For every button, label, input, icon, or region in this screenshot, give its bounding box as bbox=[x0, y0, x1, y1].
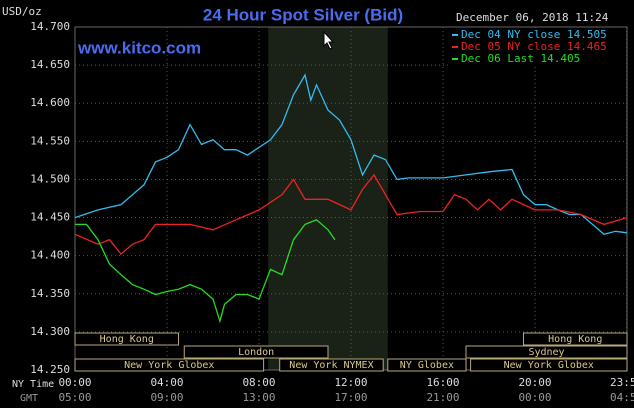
y-tick-label: 14.300 bbox=[30, 325, 70, 338]
session-label: London bbox=[238, 347, 274, 358]
session-label: Hong Kong bbox=[548, 334, 602, 345]
x-tick-label: 12:00 bbox=[334, 376, 367, 389]
price-line bbox=[74, 173, 628, 256]
session-highlight bbox=[268, 27, 388, 370]
y-tick-label: 14.650 bbox=[30, 58, 70, 71]
x-tick-label: 20:00 bbox=[518, 376, 551, 389]
y-tick-label: 14.400 bbox=[30, 249, 70, 262]
x-axis-label: NY Time bbox=[12, 379, 54, 390]
session-box bbox=[387, 358, 467, 372]
session-box bbox=[183, 345, 329, 359]
session-label: NY Globex bbox=[400, 360, 454, 371]
cursor bbox=[323, 30, 335, 50]
x-tick-label: 08:00 bbox=[242, 376, 275, 389]
x-tick-label: 00:00 bbox=[58, 376, 91, 389]
session-box bbox=[470, 358, 628, 372]
gmt-tick-label: 05:00 bbox=[58, 391, 91, 404]
price-line bbox=[75, 219, 336, 324]
session-box bbox=[465, 345, 628, 359]
session-label: Sydney bbox=[528, 347, 564, 358]
legend-label: Dec 04 NY close 14.505 bbox=[461, 28, 607, 41]
session-label: New York Globex bbox=[124, 360, 214, 371]
legend-label: Dec 06 Last 14.405 bbox=[461, 52, 580, 65]
price-line bbox=[74, 73, 628, 236]
x2-axis-label: GMT bbox=[20, 393, 38, 404]
session-box bbox=[74, 358, 265, 372]
session-label: Hong Kong bbox=[100, 334, 154, 345]
gmt-tick-label: 13:00 bbox=[242, 391, 275, 404]
chart-title: 24 Hour Spot Silver (Bid) bbox=[203, 5, 403, 24]
y-tick-label: 14.250 bbox=[30, 363, 70, 376]
session-box bbox=[523, 332, 628, 346]
legend-box bbox=[448, 28, 626, 66]
gmt-tick-label: 04:59 bbox=[610, 391, 634, 404]
y-tick-label: 14.500 bbox=[30, 172, 70, 185]
gmt-tick-label: 17:00 bbox=[334, 391, 367, 404]
y-tick-label: 14.600 bbox=[30, 96, 70, 109]
session-box bbox=[74, 332, 179, 346]
session-label: New York NYMEX bbox=[289, 360, 373, 371]
date: December 06, 2018 11:24 bbox=[456, 11, 609, 24]
session-label: New York Globex bbox=[504, 360, 594, 371]
plot-area bbox=[74, 26, 628, 371]
y-tick-label: 14.700 bbox=[30, 20, 70, 33]
x-tick-label: 04:00 bbox=[150, 376, 183, 389]
x-tick-label: 16:00 bbox=[426, 376, 459, 389]
gmt-tick-label: 09:00 bbox=[150, 391, 183, 404]
legend-label: Dec 05 NY close 14.465 bbox=[461, 40, 607, 53]
gmt-tick-label: 00:00 bbox=[518, 391, 551, 404]
watermark: www.kitco.com bbox=[77, 38, 201, 57]
gmt-tick-label: 21:00 bbox=[426, 391, 459, 404]
y-tick-label: 14.550 bbox=[30, 134, 70, 147]
y-tick-label: 14.450 bbox=[30, 211, 70, 224]
y-axis-label: USD/oz bbox=[2, 5, 42, 18]
session-box bbox=[279, 358, 384, 372]
x-tick-label: 23:59 bbox=[610, 376, 634, 389]
y-tick-label: 14.350 bbox=[30, 287, 70, 300]
